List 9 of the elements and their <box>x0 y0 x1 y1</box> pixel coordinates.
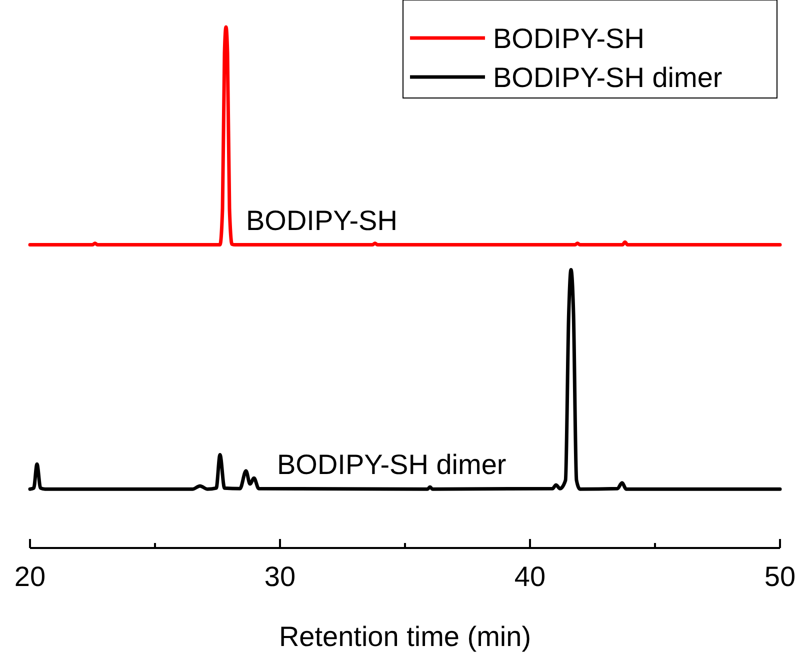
x-tick-label: 40 <box>514 561 546 592</box>
x-tick-label: 20 <box>14 561 46 592</box>
x-tick-label: 50 <box>764 561 796 592</box>
legend-label: BODIPY-SH <box>493 23 644 54</box>
legend-label: BODIPY-SH dimer <box>493 62 722 93</box>
x-tick-label: 30 <box>264 561 296 592</box>
annotation: BODIPY-SH <box>246 204 398 236</box>
annotation: BODIPY-SH dimer <box>277 449 506 480</box>
x-axis-title: Retention time (min) <box>278 621 532 652</box>
